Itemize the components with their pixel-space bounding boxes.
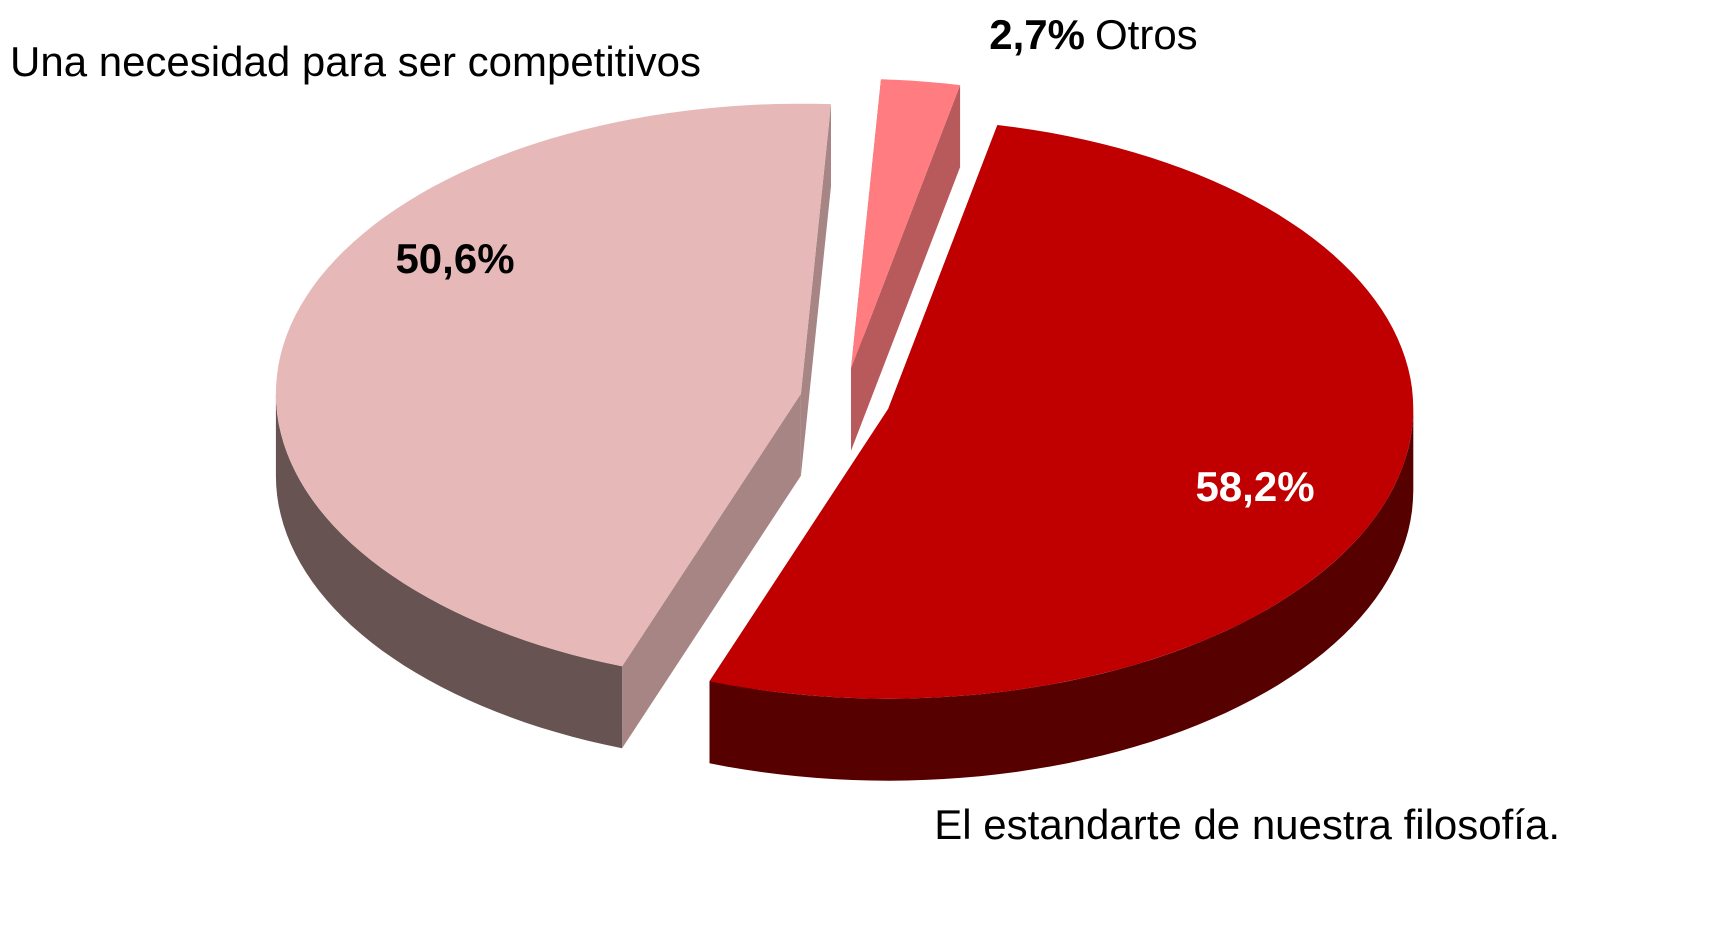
- slice-side: [709, 408, 1414, 781]
- slice: [709, 125, 1414, 699]
- slice: [275, 103, 831, 667]
- category-label: El estandarte de nuestra filosofía.: [934, 801, 1560, 848]
- value-label: 50,6%: [395, 235, 514, 282]
- slice-wall: [851, 85, 961, 451]
- value-label: 2,7%: [989, 11, 1085, 58]
- category-label: Una necesidad para ser competitivos: [10, 38, 701, 85]
- pie: [275, 79, 1414, 781]
- slice-wall: [800, 104, 831, 476]
- slice-side: [275, 393, 623, 749]
- category-label: Otros: [1095, 11, 1198, 58]
- value-label: 58,2%: [1195, 463, 1314, 510]
- slice-wall: [622, 393, 801, 749]
- labels: El estandarte de nuestra filosofía. 58,2%…: [10, 11, 1560, 848]
- slice: [851, 79, 961, 369]
